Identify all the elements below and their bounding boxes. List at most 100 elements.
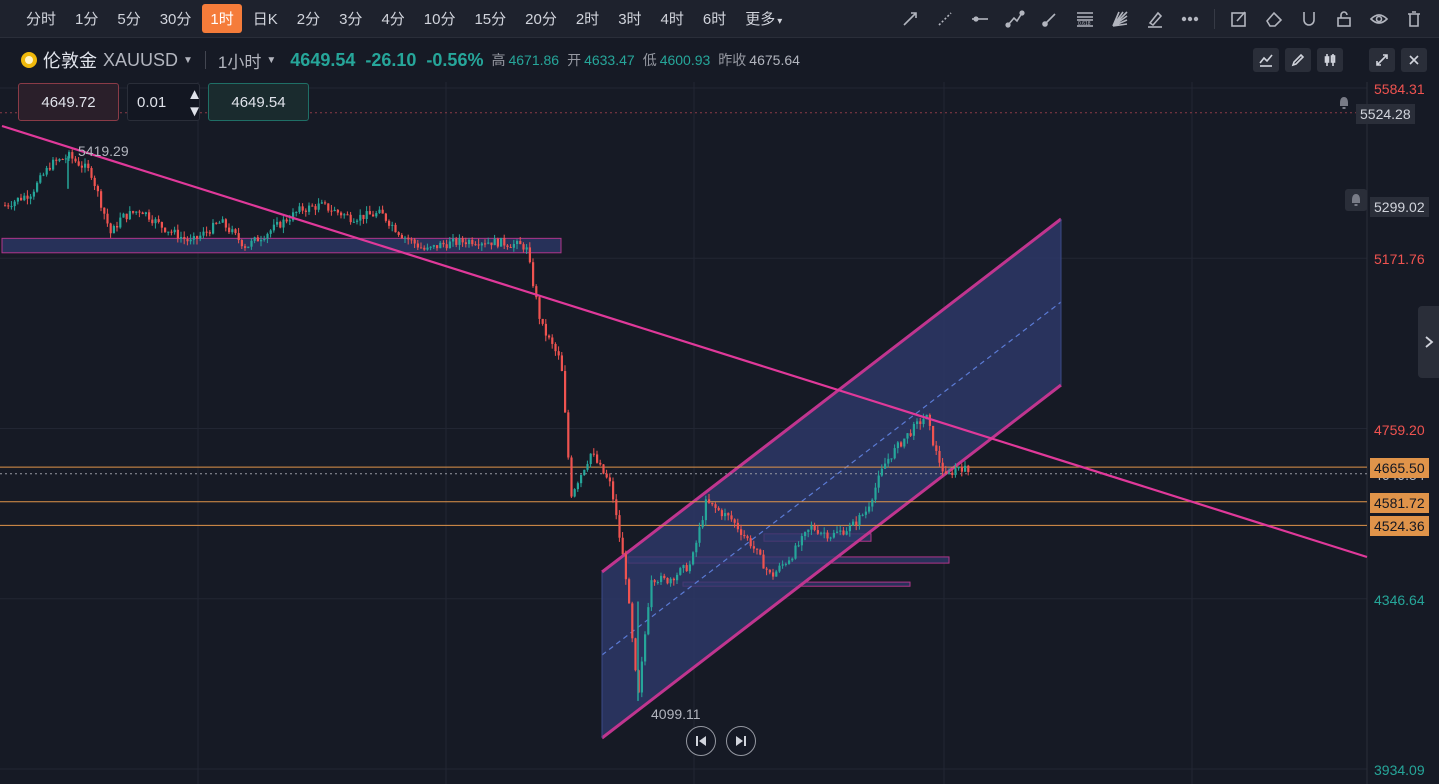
period-2[interactable]: 5分 (117, 11, 141, 28)
candle-body (762, 554, 765, 569)
candle-body (916, 421, 919, 425)
candle-body (564, 371, 567, 413)
period-16[interactable]: 更多 (737, 4, 790, 33)
candle-body (16, 197, 19, 202)
candle-body (199, 235, 202, 239)
candle-body (836, 531, 839, 533)
candle-body (944, 471, 947, 474)
alert-price-label: 5524.28 (1356, 103, 1415, 124)
period-12[interactable]: 2时 (575, 11, 600, 28)
candle-body (317, 203, 320, 210)
candle-body (340, 212, 343, 216)
candle-body (634, 638, 637, 671)
candle-body (669, 578, 672, 584)
eraser-icon[interactable] (1263, 8, 1285, 30)
period-0[interactable]: 分时 (26, 11, 57, 28)
period-9[interactable]: 10分 (423, 11, 456, 28)
candle-body (877, 475, 880, 488)
candle-body (695, 542, 698, 553)
quantity-stepper[interactable]: 0.01 ▲ ▼ (127, 83, 202, 121)
magnet-icon[interactable] (1298, 8, 1320, 30)
candle-body (884, 463, 887, 469)
period-7[interactable]: 3分 (339, 11, 363, 28)
marker-icon[interactable] (1144, 8, 1166, 30)
candle-body (58, 159, 61, 161)
candle-body (954, 468, 957, 475)
period-11[interactable]: 20分 (525, 11, 557, 28)
horizontal-line-icon[interactable] (969, 8, 991, 30)
candle-body (301, 206, 304, 211)
brush-icon[interactable] (1039, 8, 1061, 30)
candle-body (832, 532, 835, 538)
indicator-button[interactable] (1253, 48, 1279, 72)
trend-line-icon[interactable] (899, 8, 921, 30)
polyline-icon[interactable] (1004, 8, 1026, 30)
candle-body (535, 286, 538, 298)
period-4[interactable]: 1时 (202, 4, 242, 33)
period-10[interactable]: 15分 (474, 11, 507, 28)
symbol-dropdown-icon[interactable]: ▼ (183, 54, 193, 66)
axis-tick-2: 5171.76 (1374, 251, 1425, 268)
candle-body (909, 433, 912, 436)
candle-body (349, 214, 352, 223)
edit-note-icon[interactable] (1228, 8, 1250, 30)
candle-body (493, 238, 496, 246)
chevron-right-icon (1424, 336, 1433, 348)
stepper-arrows[interactable]: ▲ ▼ (183, 86, 202, 120)
trash-icon[interactable] (1403, 8, 1425, 30)
period-selector: 分时 1分 5分 30分 1时 日K 2分 3分 4分 10分 15分 20分 2时 3时 4时 6时 更多 (0, 4, 793, 33)
stepper-up-icon: ▲ (187, 86, 202, 103)
lock-icon[interactable] (1333, 8, 1355, 30)
candlestick-chart[interactable] (0, 82, 1439, 784)
candle-body (458, 238, 461, 245)
alert-bell-icon[interactable] (1345, 189, 1367, 211)
candle-body (743, 534, 746, 537)
period-15[interactable]: 6时 (702, 11, 727, 28)
candle-body (688, 564, 691, 572)
scroll-start-button[interactable] (686, 726, 716, 756)
candle-body (391, 224, 394, 226)
interval-dropdown-icon[interactable]: ▼ (266, 54, 277, 66)
scroll-end-button[interactable] (726, 726, 756, 756)
candle-body (125, 213, 128, 220)
symbol-name[interactable]: 伦敦金 (43, 51, 97, 71)
fullscreen-button[interactable] (1369, 48, 1395, 72)
buy-button[interactable]: 4649.54 (208, 83, 309, 121)
close-button[interactable] (1401, 48, 1427, 72)
sell-button[interactable]: 4649.72 (18, 83, 119, 121)
symbol-code[interactable]: XAUUSD (103, 49, 179, 70)
interval-selector[interactable]: 1小时 (217, 52, 262, 72)
period-1[interactable]: 1分 (75, 11, 99, 28)
candle-body (490, 242, 493, 246)
replay-controls (686, 726, 756, 756)
expand-panel-button[interactable] (1418, 306, 1439, 378)
candle-body (842, 530, 845, 535)
quantity-value[interactable]: 0.01 (137, 93, 167, 111)
eye-icon[interactable] (1368, 8, 1390, 30)
draw-button[interactable] (1285, 48, 1311, 72)
gann-fan-icon[interactable] (1109, 8, 1131, 30)
period-5[interactable]: 日K (252, 11, 278, 28)
candle-body (298, 206, 301, 212)
candle-body (717, 507, 720, 511)
period-14[interactable]: 4时 (660, 11, 684, 28)
period-3[interactable]: 30分 (159, 11, 192, 28)
chart-type-button[interactable] (1317, 48, 1343, 72)
period-6[interactable]: 2分 (296, 11, 321, 28)
candle-body (442, 242, 445, 245)
period-8[interactable]: 4分 (381, 11, 405, 28)
candle-body (23, 195, 26, 201)
candle-body (666, 577, 669, 584)
more-dots-icon[interactable] (1179, 8, 1201, 30)
ray-line-icon[interactable] (934, 8, 956, 30)
candle-body (864, 511, 867, 515)
candle-body (714, 504, 717, 508)
candle-body (532, 262, 535, 287)
fibonacci-icon[interactable]: 0.618 (1074, 8, 1096, 30)
chart-area[interactable] (0, 82, 1439, 784)
candle-body (439, 242, 442, 249)
candle-body (906, 433, 909, 439)
candle-body (74, 158, 77, 162)
period-13[interactable]: 3时 (618, 11, 642, 28)
alert-bell-icon[interactable] (1335, 94, 1353, 112)
